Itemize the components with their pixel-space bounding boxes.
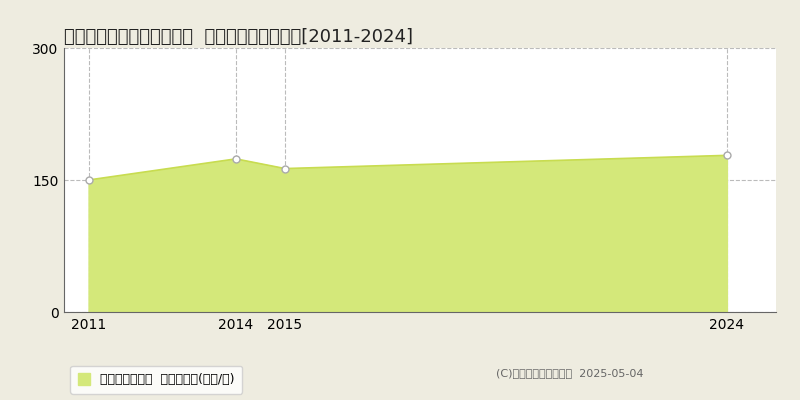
Legend: マンション価格  平均坪単価(万円/坪): マンション価格 平均坪単価(万円/坪) (70, 366, 242, 394)
Point (721, 152, 734, 158)
Point (82, 177, 95, 183)
Text: 京都市左京区岩倉東宮田町  マンション価格推移[2011-2024]: 京都市左京区岩倉東宮田町 マンション価格推移[2011-2024] (64, 28, 413, 46)
Point (278, 165, 291, 172)
Point (230, 156, 242, 162)
Text: (C)土地価格ドットコム  2025-05-04: (C)土地価格ドットコム 2025-05-04 (496, 368, 643, 378)
